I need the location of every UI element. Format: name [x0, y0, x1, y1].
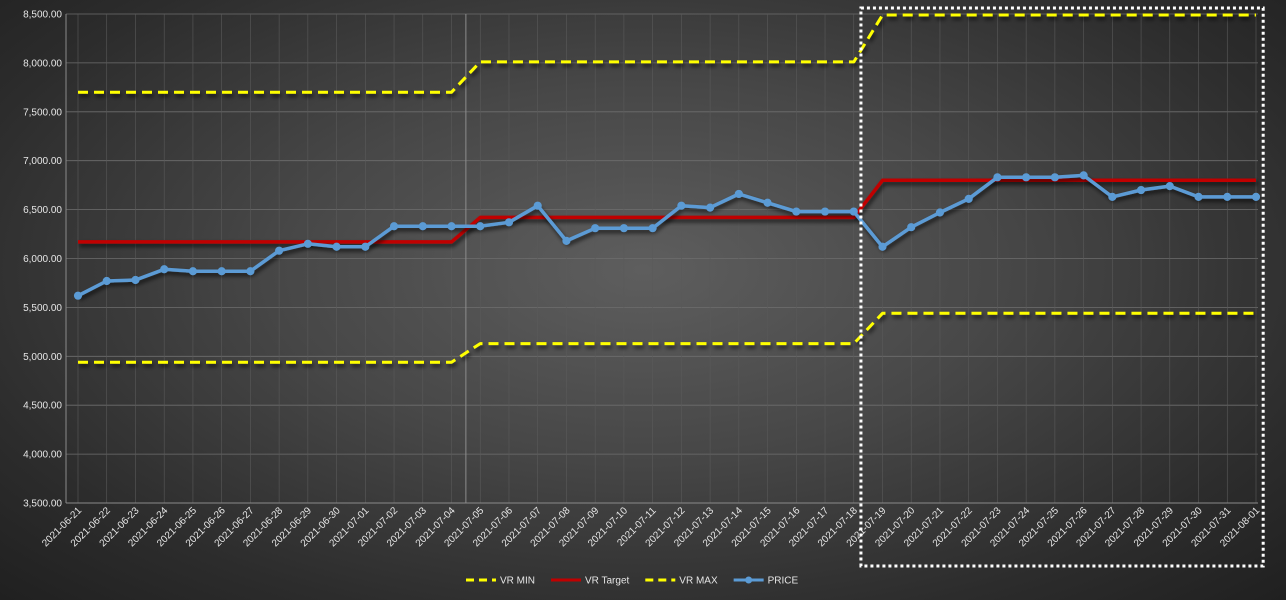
y-axis-tick-labels: 3,500.00 4,000.00 4,500.00 5,000.00 5,500.00… [23, 10, 62, 510]
data-point [188, 267, 198, 276]
y-tick-label: 7,500.00 [23, 107, 62, 118]
data-point [619, 224, 629, 233]
data-point [1194, 192, 1203, 201]
y-tick-label: 7,000.00 [23, 156, 62, 167]
data-point [1079, 171, 1088, 180]
data-point [303, 239, 312, 248]
legend-item: VR Target [551, 576, 630, 587]
data-point [389, 222, 399, 231]
x-axis-tick-labels: 2021-06-212021-06-222021-06-232021-06-24… [40, 505, 1262, 549]
data-point [935, 208, 945, 217]
series-vr-min [78, 311, 1256, 364]
data-point [562, 236, 571, 245]
legend-label: VR MAX [679, 576, 718, 587]
data-point [217, 267, 226, 276]
series-price [73, 171, 1261, 300]
legend-item: PRICE [733, 576, 799, 587]
data-point [275, 246, 284, 255]
data-point [246, 267, 255, 276]
y-tick-label: 4,000.00 [23, 450, 62, 461]
data-point [418, 222, 427, 231]
series-line [78, 13, 1256, 94]
data-point [734, 189, 743, 199]
data-point [1136, 185, 1146, 195]
legend-label: VR MIN [500, 576, 535, 587]
legend-marker [745, 576, 753, 584]
axes [65, 14, 1258, 504]
y-tick-label: 3,500.00 [23, 499, 62, 510]
data-point [849, 207, 858, 216]
y-tick-label: 5,500.00 [23, 303, 62, 314]
data-point [1108, 192, 1117, 201]
data-point [160, 265, 169, 274]
data-point [73, 291, 83, 300]
series-vr-target [78, 178, 1256, 244]
y-tick-label: 8,000.00 [23, 58, 62, 69]
y-tick-label: 4,500.00 [23, 401, 62, 412]
data-point [964, 194, 973, 203]
legend-label: VR Target [585, 576, 630, 587]
data-point [878, 242, 887, 251]
data-point [792, 207, 801, 216]
data-point [361, 242, 370, 251]
annotation-layer [859, 6, 1265, 568]
y-tick-label: 8,500.00 [23, 10, 62, 21]
data-point [648, 224, 657, 233]
series-line [78, 178, 1256, 244]
legend-item: VR MIN [466, 576, 535, 587]
data-point [1022, 173, 1031, 182]
data-point [677, 201, 686, 210]
data-point [763, 198, 772, 207]
data-point [993, 173, 1002, 182]
data-point [1223, 192, 1232, 201]
series-line [77, 173, 1256, 298]
data-point [533, 201, 542, 210]
y-tick-label: 6,500.00 [23, 205, 62, 216]
data-point [1165, 182, 1174, 191]
data-point [476, 222, 485, 231]
horizontal-gridlines [66, 13, 1258, 504]
series-line [78, 311, 1256, 364]
data-point [102, 276, 111, 286]
data-point [131, 275, 140, 285]
data-point [504, 218, 514, 227]
legend-item: VR MAX [645, 576, 718, 587]
y-tick-label: 6,000.00 [23, 254, 62, 265]
data-point [447, 222, 456, 231]
data-point [820, 207, 830, 216]
data-point [907, 223, 916, 232]
y-tick-label: 5,000.00 [23, 352, 62, 363]
data-point [1050, 173, 1059, 182]
data-point [332, 242, 341, 251]
data-point [591, 224, 600, 233]
series-vr-max [78, 13, 1256, 94]
data-point [705, 203, 715, 212]
vertical-gridlines [77, 14, 1257, 503]
data-point [1251, 192, 1261, 201]
highlight-dotted-box [859, 6, 1265, 568]
legend: VR MIN VR Target VR MAX PRICE [466, 576, 799, 587]
series-layer [73, 13, 1261, 364]
legend-label: PRICE [768, 576, 799, 587]
